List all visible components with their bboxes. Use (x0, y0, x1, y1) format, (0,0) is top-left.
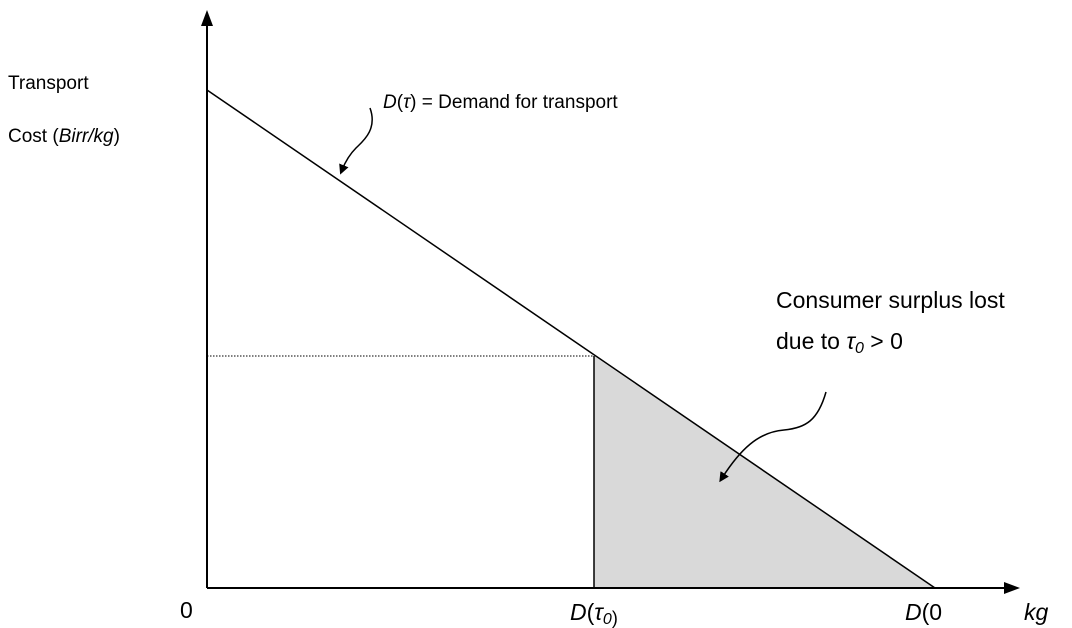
label-part: ) (612, 608, 618, 628)
label-part: 0 (603, 611, 612, 628)
demand-pointer (339, 107, 373, 175)
x-tick-label: D(τ0) (570, 599, 618, 628)
label-part: 0 (855, 340, 864, 357)
demand-label: D(τ) = Demand for transport (383, 92, 618, 113)
label-part: D (570, 599, 587, 625)
origin-label: 0 (180, 597, 193, 623)
label-part: ( (397, 92, 404, 113)
label-part: (0 (922, 599, 942, 625)
x-tick-label: D(0 (905, 599, 942, 625)
surplus-pointer (719, 391, 827, 483)
label-part: ( (587, 599, 595, 625)
label-part: τ (594, 599, 604, 625)
label-part: > 0 (864, 328, 903, 354)
demand-line (206, 89, 936, 589)
label-part: due to (776, 328, 846, 354)
label-part: ) (114, 126, 120, 147)
y-arrow (201, 10, 213, 26)
label-part: τ (403, 92, 412, 113)
x-axis-label: kg (1024, 599, 1049, 625)
label-part: D (905, 599, 922, 625)
label-part: Birr/kg (59, 126, 114, 147)
label-part: τ (846, 328, 856, 354)
label-part: Cost ( (8, 126, 59, 147)
surplus-label: due to τ0 > 0 (776, 328, 903, 357)
y-axis-label: Transport (8, 73, 89, 94)
x-arrow (1004, 582, 1020, 594)
y-axis-label: Cost (Birr/kg) (8, 126, 120, 147)
surplus-label: Consumer surplus lost (776, 287, 1005, 313)
label-part: ) = Demand for transport (410, 92, 618, 113)
label-part: D (383, 92, 397, 113)
